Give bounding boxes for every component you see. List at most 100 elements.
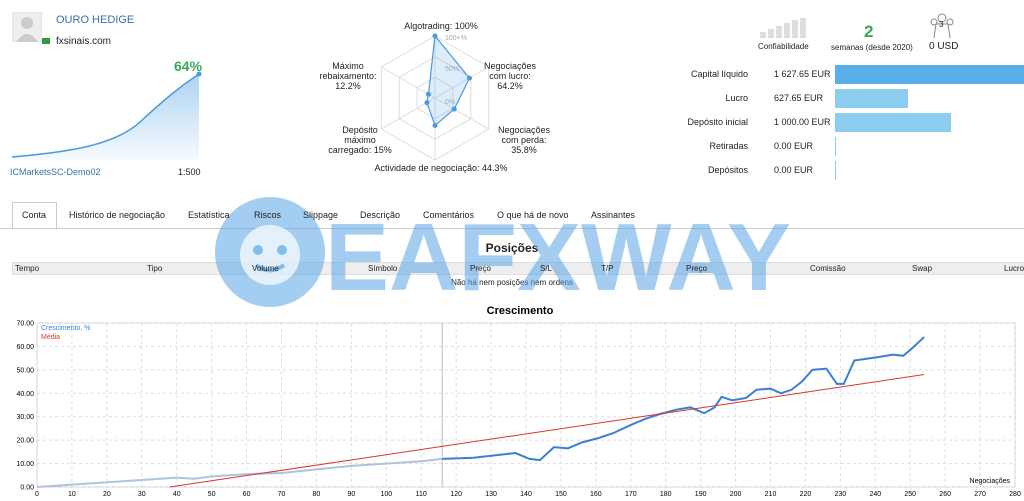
weeks: 2 (864, 22, 874, 41)
x-tick-label: 250 (904, 491, 916, 498)
column-header: Preço (470, 264, 491, 273)
column-header: T/P (601, 264, 614, 273)
y-tick-label: 10.00 (16, 461, 34, 468)
tab[interactable]: Slippage (303, 210, 339, 220)
x-tick-label: 70 (278, 491, 286, 498)
x-tick-label: 270 (974, 491, 986, 498)
x-tick-label: 100 (380, 491, 392, 498)
balance-value: 1 000.00 EUR (774, 117, 831, 127)
column-header: Volume (252, 264, 279, 273)
line-series (442, 336, 925, 462)
x-tick-label: 50 (208, 491, 216, 498)
chart-title: Crescimento (487, 305, 554, 317)
x-axis-label: Negociações (970, 478, 1011, 485)
y-tick-label: 40.00 (16, 391, 34, 398)
radar-spoke (434, 97, 489, 130)
tab-line (0, 228, 1024, 229)
column-header: Lucro (1004, 264, 1024, 273)
tab[interactable]: Comentários (423, 210, 475, 220)
x-tick-label: 180 (660, 491, 672, 498)
x-tick-label: 40 (173, 491, 181, 498)
x-tick-label: 160 (590, 491, 602, 498)
x-tick-label: 150 (555, 491, 567, 498)
weeks-label: semanas (desde 2020) (831, 43, 913, 52)
server[interactable]: ICMarketsSC-Demo02 (10, 167, 101, 177)
x-tick-label: 210 (765, 491, 777, 498)
x-tick-label: 0 (35, 491, 39, 498)
radar-ring-label: 50% (445, 66, 459, 73)
balance-label: Depósito inicial (687, 117, 748, 127)
balance-bar (835, 65, 1024, 84)
x-tick-label: 110 (416, 491, 427, 498)
tab[interactable]: Riscos (254, 210, 282, 220)
x-tick-label: 10 (68, 491, 76, 498)
x-tick-label: 220 (800, 491, 812, 498)
balance-value: 0.00 EUR (774, 165, 814, 175)
balance-label: Retiradas (709, 141, 748, 151)
growth-chart: Crescimento 0.00 10.00 20.00 30.00 40.00 50.00… (16, 305, 1021, 498)
x-tick-label: 140 (520, 491, 532, 498)
x-tick-label: 130 (485, 491, 497, 498)
radar-point (432, 122, 438, 128)
x-tick-label: 190 (695, 491, 707, 498)
radar-label: Actividade de negociação: 44.3% (374, 163, 508, 173)
tab[interactable]: Estatística (188, 210, 230, 220)
radar-point (424, 100, 430, 106)
radar-spoke (434, 66, 489, 99)
y-tick-label: 0.00 (20, 485, 34, 492)
x-tick-label: 260 (939, 491, 951, 498)
line-series (36, 457, 443, 488)
signal-name[interactable]: OURO HEDIGE (56, 14, 135, 26)
balance-bar (835, 137, 836, 156)
reliability-icon (760, 18, 806, 38)
empty-table: Não há nem posições nem ordens (451, 278, 573, 287)
legend-entry: Crescimento, % (41, 325, 90, 332)
radar-point (432, 33, 438, 39)
balance-bar (835, 89, 908, 108)
y-tick-label: 70.00 (16, 321, 34, 328)
radar-ring-label: 0% (445, 99, 455, 106)
radar-label: Negociações com lucro: 64.2% (483, 61, 537, 91)
y-tick-label: 30.00 (16, 414, 34, 421)
x-tick-label: 240 (869, 491, 881, 498)
x-tick-label: 60 (243, 491, 251, 498)
x-tick-label: 20 (103, 491, 111, 498)
tab[interactable]: Descrição (360, 210, 401, 220)
balance-bar (835, 161, 836, 180)
x-tick-label: 80 (313, 491, 321, 498)
column-header: S/L (540, 264, 553, 273)
x-tick-label: 230 (835, 491, 847, 498)
x-tick-label: 90 (347, 491, 355, 498)
balance-bar (835, 113, 952, 132)
y-tick-label: 20.00 (16, 438, 34, 445)
tab[interactable]: Histórico de negociação (69, 210, 166, 220)
balance-value: 627.65 EUR (774, 93, 824, 103)
y-tick-label: 60.00 (16, 344, 34, 351)
flag (42, 38, 50, 44)
radar-ring-label: 100+% (445, 35, 467, 42)
radar-spoke (381, 66, 436, 99)
table-header (12, 262, 1024, 275)
radar-label: Negociações com perda: 35.8% (497, 125, 551, 155)
balance-label: Depósitos (707, 165, 748, 175)
x-tick-label: 30 (138, 491, 146, 498)
balance-label: Lucro (725, 93, 748, 103)
radar-point (466, 75, 472, 81)
site: fxsinais.com (56, 36, 112, 47)
column-header: Preço (686, 264, 707, 273)
x-tick-label: 200 (730, 491, 742, 498)
balance-value: 1 627.65 EUR (774, 69, 831, 79)
growth-value: 64% (174, 58, 203, 74)
tab[interactable]: O que há de novo (497, 210, 569, 220)
legend-entry: Média (41, 334, 60, 341)
balance-value: 0.00 EUR (774, 141, 814, 151)
column-header: Comissão (810, 264, 846, 273)
balance-label: Capital líquido (690, 69, 748, 79)
radar-chart: 100+% 50% 0% (380, 33, 490, 161)
tab[interactable]: Assinantes (591, 210, 636, 220)
x-tick-label: 120 (450, 491, 462, 498)
tab[interactable]: Conta (22, 210, 47, 220)
leverage: 1:500 (178, 167, 201, 177)
x-tick-label: 280 (1009, 491, 1021, 498)
